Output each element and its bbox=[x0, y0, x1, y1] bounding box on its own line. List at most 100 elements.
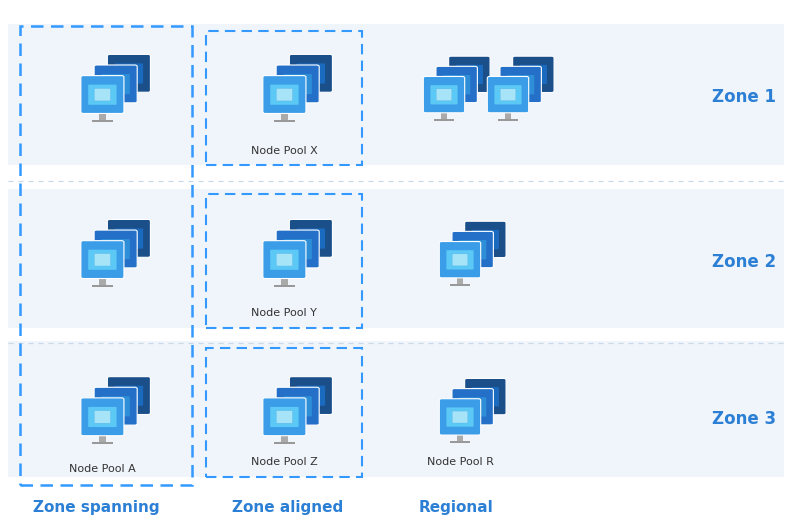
FancyBboxPatch shape bbox=[439, 399, 481, 435]
Bar bbox=[450, 441, 470, 443]
Bar bbox=[274, 119, 295, 122]
Text: Zone aligned: Zone aligned bbox=[232, 500, 344, 515]
FancyBboxPatch shape bbox=[449, 79, 465, 91]
Bar bbox=[274, 442, 295, 444]
FancyBboxPatch shape bbox=[88, 407, 117, 427]
FancyBboxPatch shape bbox=[487, 77, 529, 113]
FancyBboxPatch shape bbox=[494, 85, 522, 104]
FancyBboxPatch shape bbox=[478, 391, 493, 403]
FancyBboxPatch shape bbox=[430, 85, 458, 104]
FancyBboxPatch shape bbox=[500, 89, 516, 101]
FancyBboxPatch shape bbox=[500, 67, 542, 103]
FancyBboxPatch shape bbox=[456, 65, 483, 84]
FancyBboxPatch shape bbox=[472, 230, 499, 249]
FancyBboxPatch shape bbox=[276, 230, 319, 268]
Text: Zone 2: Zone 2 bbox=[712, 253, 776, 271]
Bar bbox=[92, 442, 113, 444]
FancyBboxPatch shape bbox=[270, 250, 298, 270]
Bar bbox=[92, 285, 113, 287]
Text: Zone spanning: Zone spanning bbox=[33, 500, 159, 515]
Text: Node Pool Z: Node Pool Z bbox=[251, 457, 318, 467]
Bar bbox=[274, 285, 295, 287]
Text: Node Pool Y: Node Pool Y bbox=[251, 308, 318, 318]
Bar bbox=[20, 26, 192, 485]
Text: Regional: Regional bbox=[418, 500, 494, 515]
FancyBboxPatch shape bbox=[297, 228, 325, 248]
Bar bbox=[281, 112, 288, 119]
FancyBboxPatch shape bbox=[290, 220, 333, 257]
FancyBboxPatch shape bbox=[270, 407, 298, 427]
FancyBboxPatch shape bbox=[102, 396, 130, 417]
Text: Zone 3: Zone 3 bbox=[712, 410, 776, 428]
Bar bbox=[450, 283, 470, 286]
FancyBboxPatch shape bbox=[443, 75, 470, 94]
FancyBboxPatch shape bbox=[452, 254, 468, 266]
Text: Node Pool X: Node Pool X bbox=[251, 146, 318, 156]
FancyBboxPatch shape bbox=[446, 407, 474, 427]
FancyBboxPatch shape bbox=[94, 254, 110, 266]
FancyBboxPatch shape bbox=[507, 75, 534, 94]
FancyBboxPatch shape bbox=[276, 89, 293, 101]
FancyBboxPatch shape bbox=[107, 78, 124, 90]
FancyBboxPatch shape bbox=[513, 56, 554, 93]
Bar bbox=[99, 434, 106, 442]
FancyBboxPatch shape bbox=[465, 401, 481, 413]
FancyBboxPatch shape bbox=[114, 63, 143, 83]
FancyBboxPatch shape bbox=[290, 243, 306, 255]
FancyBboxPatch shape bbox=[465, 378, 506, 415]
FancyBboxPatch shape bbox=[276, 411, 293, 423]
FancyBboxPatch shape bbox=[297, 63, 325, 83]
FancyBboxPatch shape bbox=[526, 69, 541, 81]
FancyBboxPatch shape bbox=[452, 232, 494, 268]
FancyBboxPatch shape bbox=[302, 67, 319, 80]
FancyBboxPatch shape bbox=[107, 54, 150, 92]
Bar bbox=[281, 277, 288, 285]
Bar bbox=[8, 341, 784, 477]
Text: Node Pool R: Node Pool R bbox=[426, 457, 494, 467]
FancyBboxPatch shape bbox=[81, 241, 124, 279]
FancyBboxPatch shape bbox=[121, 67, 137, 80]
Bar bbox=[505, 111, 511, 118]
Bar bbox=[8, 189, 784, 328]
FancyBboxPatch shape bbox=[107, 243, 124, 255]
Bar bbox=[206, 194, 362, 328]
FancyBboxPatch shape bbox=[263, 75, 306, 114]
FancyBboxPatch shape bbox=[290, 377, 333, 414]
FancyBboxPatch shape bbox=[94, 89, 110, 101]
Bar bbox=[206, 31, 362, 165]
FancyBboxPatch shape bbox=[94, 411, 110, 423]
FancyBboxPatch shape bbox=[283, 74, 312, 94]
FancyBboxPatch shape bbox=[452, 411, 468, 423]
FancyBboxPatch shape bbox=[94, 65, 137, 103]
FancyBboxPatch shape bbox=[276, 65, 319, 103]
Bar bbox=[206, 348, 362, 477]
FancyBboxPatch shape bbox=[88, 85, 117, 105]
FancyBboxPatch shape bbox=[459, 397, 486, 417]
Bar bbox=[92, 119, 113, 122]
FancyBboxPatch shape bbox=[102, 74, 130, 94]
FancyBboxPatch shape bbox=[121, 389, 137, 402]
FancyBboxPatch shape bbox=[290, 54, 333, 92]
Text: Zone 1: Zone 1 bbox=[712, 88, 776, 106]
FancyBboxPatch shape bbox=[462, 69, 477, 81]
FancyBboxPatch shape bbox=[81, 398, 124, 436]
FancyBboxPatch shape bbox=[290, 78, 306, 90]
FancyBboxPatch shape bbox=[121, 232, 137, 245]
FancyBboxPatch shape bbox=[276, 387, 319, 425]
FancyBboxPatch shape bbox=[436, 67, 478, 103]
FancyBboxPatch shape bbox=[263, 241, 306, 279]
FancyBboxPatch shape bbox=[94, 387, 137, 425]
FancyBboxPatch shape bbox=[459, 240, 486, 259]
FancyBboxPatch shape bbox=[107, 220, 150, 257]
FancyBboxPatch shape bbox=[436, 89, 452, 101]
FancyBboxPatch shape bbox=[513, 79, 529, 91]
Bar bbox=[498, 118, 518, 121]
Text: Node Pool A: Node Pool A bbox=[69, 464, 136, 474]
FancyBboxPatch shape bbox=[449, 56, 490, 93]
FancyBboxPatch shape bbox=[520, 65, 547, 84]
FancyBboxPatch shape bbox=[88, 250, 117, 270]
Bar bbox=[99, 277, 106, 285]
FancyBboxPatch shape bbox=[478, 234, 493, 246]
FancyBboxPatch shape bbox=[114, 386, 143, 406]
FancyBboxPatch shape bbox=[302, 389, 319, 402]
